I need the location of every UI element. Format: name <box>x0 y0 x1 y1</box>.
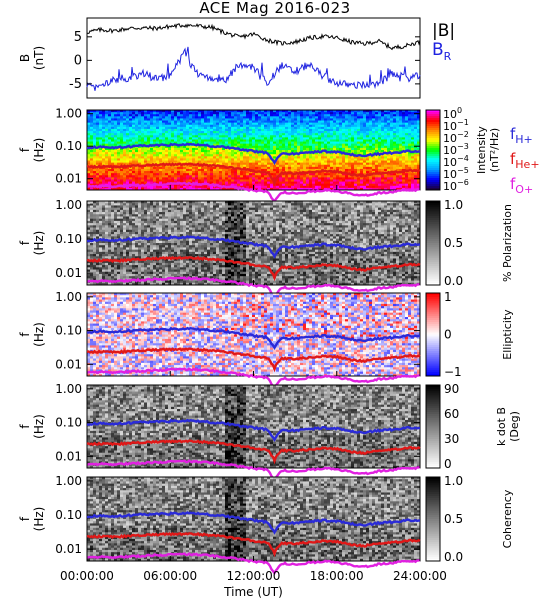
colorbar-label: Intensity(nT²/Hz) <box>475 126 501 174</box>
spectrogram-cell <box>114 263 117 266</box>
y-tick-label: 1.00 <box>55 107 82 121</box>
spectrogram-cell <box>93 263 96 266</box>
panel-polarization: 1.000.100.01f(Hz)1.00.50.0% Polarization <box>18 198 514 297</box>
spectrogram-cell <box>90 263 93 266</box>
spectrogram-cell <box>123 263 126 266</box>
y-tick-label: -5 <box>69 77 82 92</box>
spectrogram-cell <box>96 263 99 266</box>
spectrogram-cell <box>102 263 105 266</box>
spectrogram-cell <box>132 221 135 224</box>
spectrogram-cell <box>126 221 129 224</box>
legend-entry: BR <box>432 40 452 63</box>
spectrogram-cell <box>114 221 117 224</box>
y-tick-label: 0.01 <box>55 172 82 186</box>
spectrogram-cell <box>102 221 105 224</box>
spectrogram-cell <box>129 263 132 266</box>
spectrogram-cell <box>129 221 132 224</box>
spectrogram-cell <box>138 263 141 266</box>
spectrogram-cell <box>99 263 102 266</box>
panel-intensity: 1.000.100.01f(Hz)10010−110−210−310−410−5… <box>18 106 540 202</box>
colorbar-tick-label: 10−6 <box>443 178 469 193</box>
y-axis-label: B(nT) <box>18 46 46 70</box>
spectrogram-cell <box>117 221 120 224</box>
spectrogram-cell <box>120 263 123 266</box>
spectrogram-cell <box>135 263 138 266</box>
spectrogram-cell <box>111 221 114 224</box>
magnetic-field-plot-frame <box>87 18 420 98</box>
y-tick-label: 0.10 <box>55 139 82 153</box>
gyrofrequency-legend-entry: fHe+ <box>510 150 540 171</box>
spectrogram-cell <box>108 221 111 224</box>
gyrofrequency-legend-entry: fO+ <box>510 175 533 196</box>
spectrogram-cell <box>120 221 123 224</box>
gyrofrequency-legend-entry: fH+ <box>510 125 533 146</box>
panel-magnetic-field: 5 0 -5 B(nT) |B|BR <box>18 18 455 98</box>
spectrogram-cell <box>93 221 96 224</box>
spectrogram-cell <box>90 221 93 224</box>
spectrogram-cell <box>123 221 126 224</box>
spectrogram-cell <box>99 221 102 224</box>
spectrogram-cell <box>87 263 90 266</box>
spectrogram-cell <box>105 263 108 266</box>
spectrogram-cell <box>132 263 135 266</box>
spectrogram-cell <box>117 263 120 266</box>
legend-entry: |B| <box>432 21 455 41</box>
spectrogram-cell <box>135 221 138 224</box>
y-axis-label: f(Hz) <box>18 138 46 163</box>
spectrogram-cell <box>126 263 129 266</box>
spectrogram-cell <box>87 221 90 224</box>
y-tick-label: 5 <box>74 30 82 45</box>
y-tick-label: 0 <box>74 53 82 68</box>
spectrogram-cell <box>96 221 99 224</box>
spectrogram-cell <box>111 263 114 266</box>
spectrogram-cell <box>105 221 108 224</box>
spectrogram-cell <box>138 221 141 224</box>
spectrogram-cell <box>108 263 111 266</box>
